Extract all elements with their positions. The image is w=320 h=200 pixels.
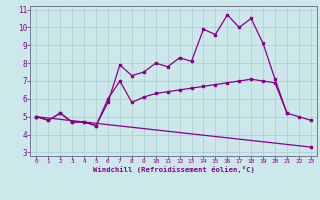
X-axis label: Windchill (Refroidissement éolien,°C): Windchill (Refroidissement éolien,°C) <box>93 166 254 173</box>
